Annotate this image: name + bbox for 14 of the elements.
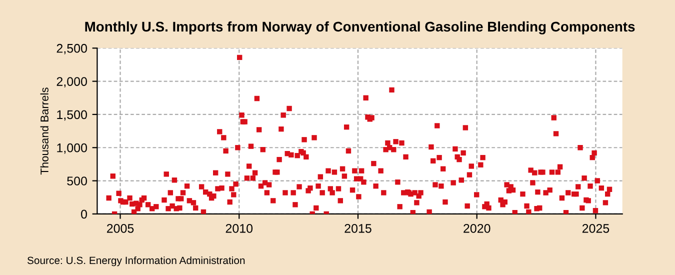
chart-title: Monthly U.S. Imports from Norway of Conventional Gasoline Blending Components [85,21,635,34]
source-note: Source: U.S. Energy Information Administration [27,256,245,266]
y-axis-title: Thousand Barrels [40,88,48,175]
x-tick-label: 2005 [106,224,134,233]
y-tick-label: 2,500 [56,44,87,54]
y-tick-label: 1,000 [57,143,87,154]
y-tick-label: 500 [67,176,87,186]
x-tick-label: 2010 [226,224,253,233]
x-tick-label: 2025 [582,224,610,233]
x-tick-label: 2020 [464,224,490,233]
x-tick-label: 2015 [344,224,372,233]
y-tick-label: 0 [81,210,87,219]
y-tick-label: 1,500 [57,110,87,121]
y-tick-label: 2,000 [56,77,87,88]
